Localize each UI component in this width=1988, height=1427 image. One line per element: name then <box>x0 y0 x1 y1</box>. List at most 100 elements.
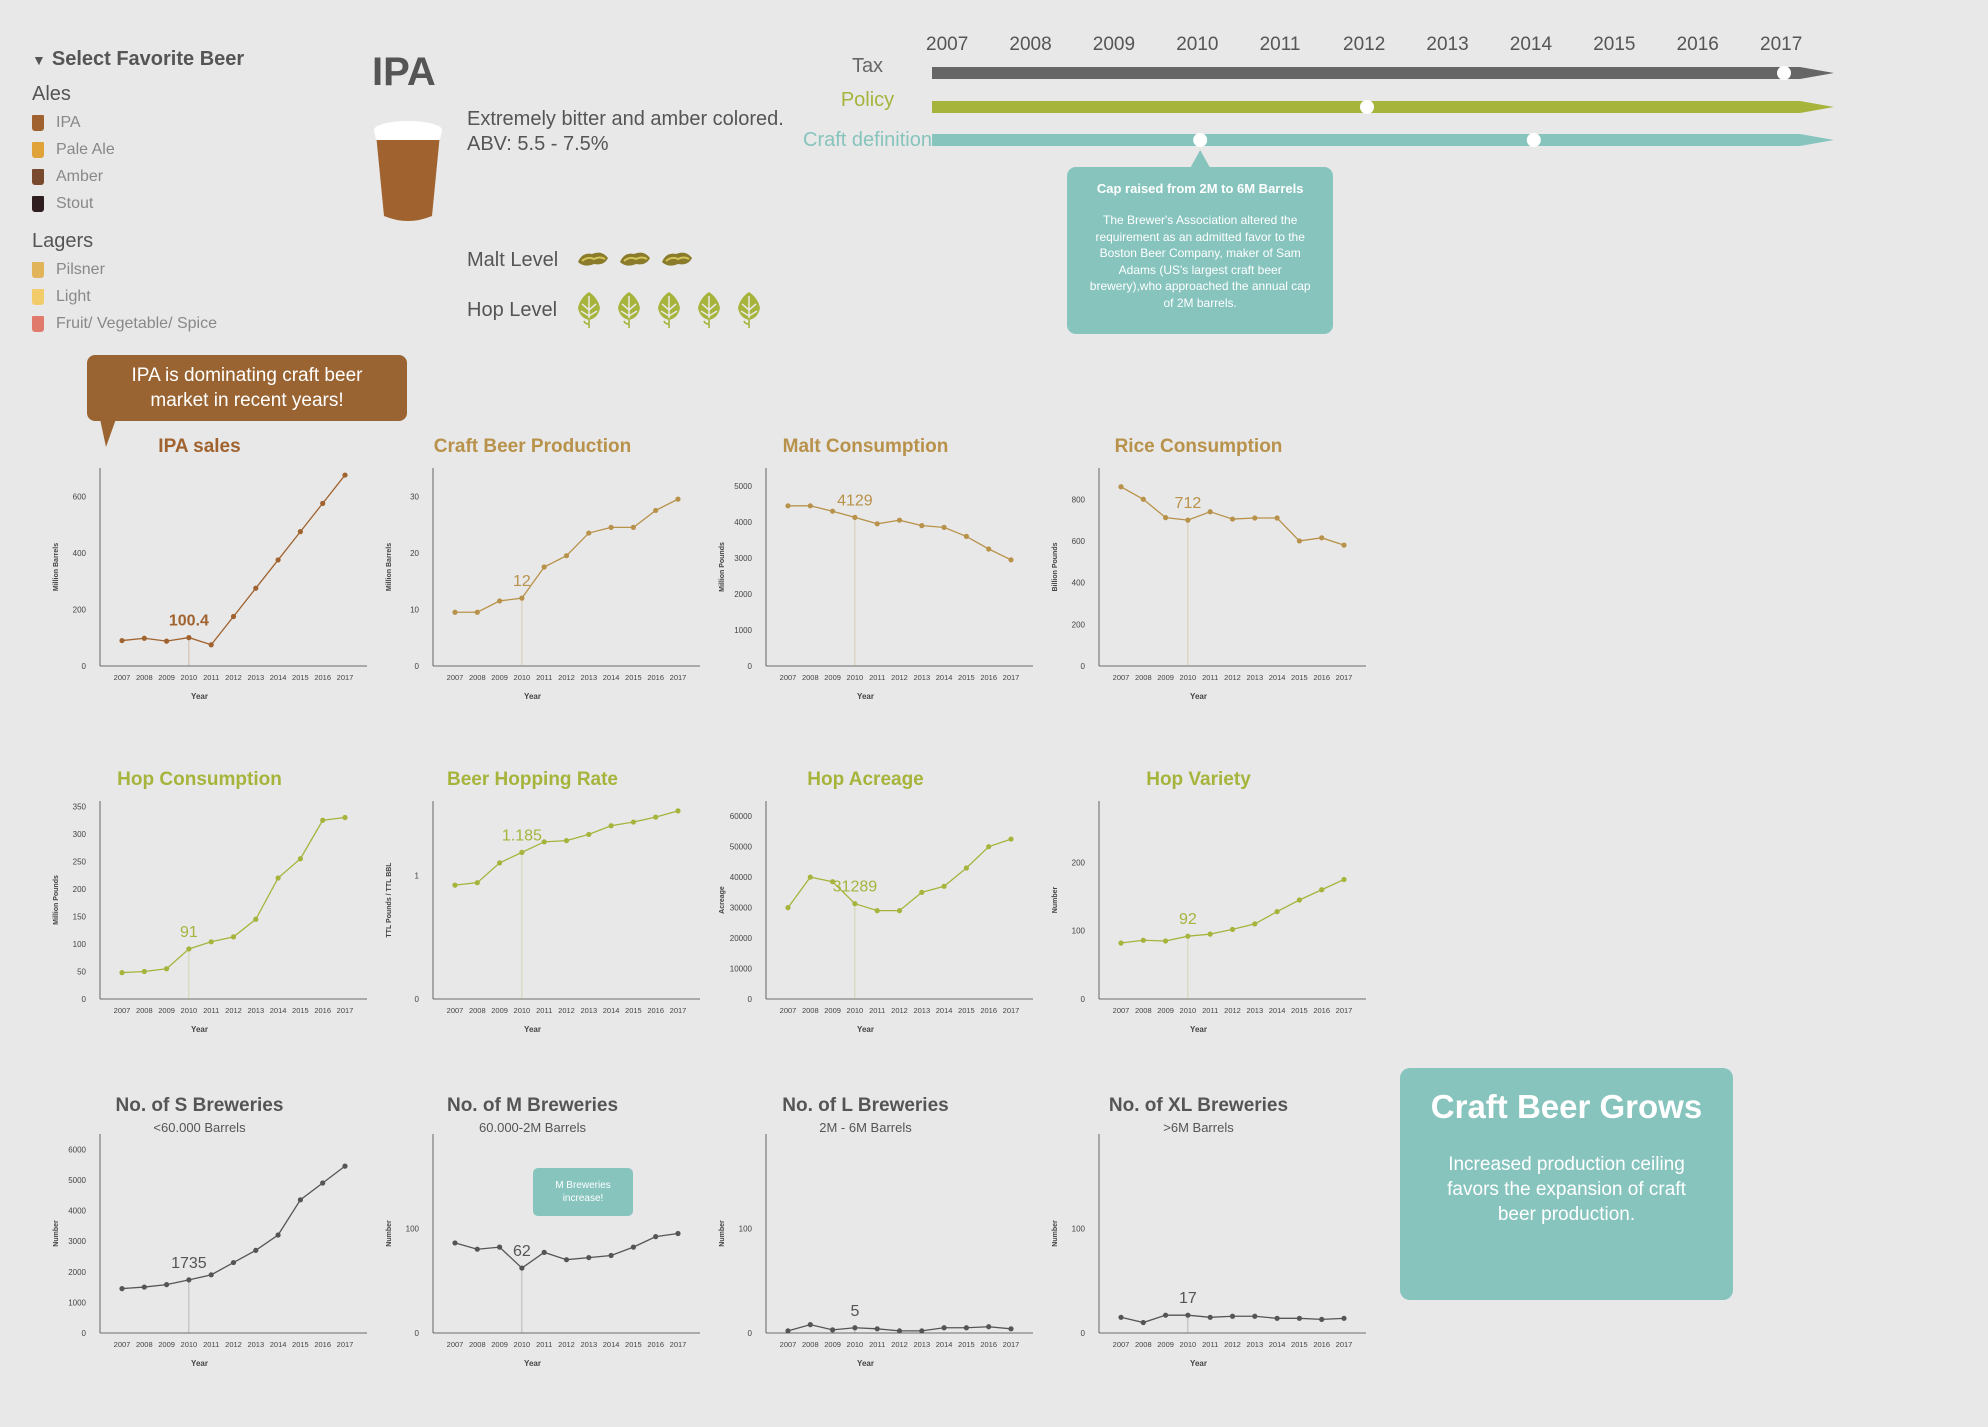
data-point[interactable] <box>1252 515 1258 521</box>
data-point[interactable] <box>1274 515 1280 521</box>
data-point[interactable] <box>941 524 947 530</box>
data-point[interactable] <box>208 642 214 648</box>
data-point[interactable] <box>497 860 503 866</box>
data-point[interactable] <box>874 521 880 527</box>
data-point[interactable] <box>896 1328 903 1334</box>
beer-selector-toggle[interactable]: ▼ Select Favorite Beer <box>32 48 292 71</box>
data-point[interactable] <box>563 553 570 559</box>
data-point[interactable] <box>963 533 969 539</box>
data-point[interactable] <box>1163 938 1169 944</box>
data-point[interactable] <box>830 879 836 885</box>
data-point[interactable] <box>186 946 192 952</box>
timeline-event-marker[interactable] <box>1777 66 1791 80</box>
data-point[interactable] <box>1274 909 1280 915</box>
data-point[interactable] <box>1008 836 1014 842</box>
data-point[interactable] <box>608 823 614 829</box>
data-point[interactable] <box>1319 535 1325 541</box>
data-point[interactable] <box>941 883 947 889</box>
data-point[interactable] <box>474 1246 480 1252</box>
data-point[interactable] <box>1140 937 1146 943</box>
data-point[interactable] <box>807 503 813 509</box>
data-point[interactable] <box>1274 1315 1280 1321</box>
data-point[interactable] <box>586 831 592 838</box>
data-point[interactable] <box>830 1327 836 1333</box>
data-point[interactable] <box>297 856 303 862</box>
data-point[interactable] <box>1296 897 1302 903</box>
data-point[interactable] <box>297 1197 303 1203</box>
data-point[interactable] <box>275 1232 281 1238</box>
data-point[interactable] <box>608 1252 614 1259</box>
data-point[interactable] <box>919 523 925 529</box>
data-point[interactable] <box>519 595 525 601</box>
data-point[interactable] <box>986 1324 992 1330</box>
data-point[interactable] <box>1252 921 1258 927</box>
data-point[interactable] <box>675 808 681 814</box>
data-point[interactable] <box>253 585 259 591</box>
beer-option[interactable]: Pilsner <box>32 256 292 283</box>
data-point[interactable] <box>608 524 614 530</box>
data-point[interactable] <box>1341 542 1347 548</box>
data-point[interactable] <box>586 1254 592 1261</box>
timeline-event-marker[interactable] <box>1526 133 1541 147</box>
data-point[interactable] <box>119 637 125 644</box>
data-point[interactable] <box>164 1282 170 1288</box>
data-point[interactable] <box>1163 515 1169 521</box>
data-point[interactable] <box>541 839 547 845</box>
data-point[interactable] <box>653 1234 659 1240</box>
data-point[interactable] <box>208 939 214 945</box>
data-point[interactable] <box>1140 496 1146 502</box>
data-point[interactable] <box>874 1326 880 1332</box>
data-point[interactable] <box>1008 557 1014 563</box>
data-point[interactable] <box>1185 1312 1191 1318</box>
data-point[interactable] <box>807 874 813 880</box>
beer-option[interactable]: Fruit/ Vegetable/ Spice <box>32 310 292 337</box>
data-point[interactable] <box>497 598 503 604</box>
data-point[interactable] <box>563 1257 570 1263</box>
beer-option[interactable]: Stout <box>32 190 292 217</box>
data-point[interactable] <box>253 916 259 922</box>
data-point[interactable] <box>653 507 659 514</box>
data-point[interactable] <box>1296 1315 1302 1321</box>
data-point[interactable] <box>275 557 281 563</box>
data-point[interactable] <box>342 814 348 821</box>
data-point[interactable] <box>1229 926 1236 932</box>
data-point[interactable] <box>141 635 147 641</box>
beer-option[interactable]: IPA <box>32 109 292 136</box>
data-point[interactable] <box>1207 509 1213 515</box>
data-point[interactable] <box>785 1328 791 1334</box>
data-point[interactable] <box>275 875 281 881</box>
data-point[interactable] <box>320 500 326 506</box>
data-point[interactable] <box>230 613 237 620</box>
data-point[interactable] <box>1118 484 1124 490</box>
data-point[interactable] <box>963 865 969 871</box>
data-point[interactable] <box>164 638 170 644</box>
data-point[interactable] <box>563 838 570 844</box>
data-point[interactable] <box>1296 538 1302 544</box>
data-point[interactable] <box>320 1180 326 1186</box>
data-point[interactable] <box>1118 1314 1124 1320</box>
beer-option[interactable]: Amber <box>32 163 292 190</box>
data-point[interactable] <box>919 1328 925 1334</box>
data-point[interactable] <box>630 1244 636 1250</box>
data-point[interactable] <box>1185 517 1191 523</box>
data-point[interactable] <box>852 901 858 907</box>
data-point[interactable] <box>1252 1313 1258 1319</box>
data-point[interactable] <box>785 905 791 911</box>
data-point[interactable] <box>919 889 925 895</box>
data-point[interactable] <box>807 1322 813 1328</box>
timeline-event-marker[interactable] <box>1360 100 1374 114</box>
data-point[interactable] <box>208 1272 214 1278</box>
data-point[interactable] <box>1207 931 1213 937</box>
data-point[interactable] <box>164 966 170 972</box>
data-point[interactable] <box>586 530 592 536</box>
data-point[interactable] <box>474 880 480 886</box>
data-point[interactable] <box>1319 887 1325 893</box>
data-point[interactable] <box>963 1325 969 1331</box>
data-point[interactable] <box>852 1325 858 1331</box>
data-point[interactable] <box>253 1247 259 1253</box>
data-point[interactable] <box>342 1163 348 1169</box>
data-point[interactable] <box>474 609 480 615</box>
data-point[interactable] <box>452 1240 458 1246</box>
data-point[interactable] <box>297 529 303 535</box>
data-point[interactable] <box>342 472 348 478</box>
